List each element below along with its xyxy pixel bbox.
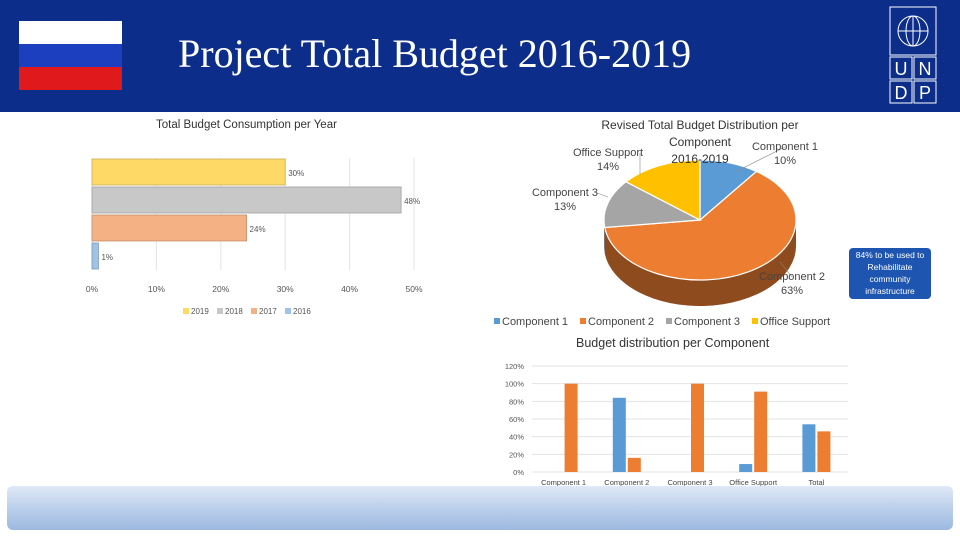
- pie-legend-swatch-component-3: [666, 318, 672, 324]
- undp-logo: U N D P: [889, 6, 937, 104]
- pie-leader-component-2: [779, 261, 793, 278]
- legend-swatch-2018: [217, 308, 223, 314]
- x-category-label-total: Total: [808, 478, 824, 487]
- legend-label-2019: 2019: [191, 307, 209, 316]
- component-bar-chart: 0% 20% 40% 60% 80% 100% 120% Component 1 Compone…: [505, 362, 848, 507]
- undp-emblem-box: [889, 6, 937, 56]
- undp-letter-box-u: [889, 56, 913, 80]
- bar-2017: [91, 214, 247, 242]
- pie-legend-label-component-3: Component 3: [674, 316, 740, 328]
- legend-swatch-2019: [183, 308, 189, 314]
- component-bar-chart-title: Budget distribution per Component: [576, 336, 770, 350]
- pie-label-name-component-3: Component 3: [532, 187, 598, 199]
- bar-capacity-office-support: [754, 391, 768, 472]
- pie-legend-swatch-component-2: [580, 318, 586, 324]
- legend-label-2017: 2017: [259, 307, 277, 316]
- x-tick-label: 20%: [212, 284, 229, 294]
- pie-label-value-component-1: 10%: [774, 155, 796, 167]
- x-category-label-component-1: Component 1: [541, 478, 586, 487]
- pie-side-component-2: [604, 220, 796, 307]
- y-tick-label: 0%: [513, 468, 524, 477]
- bar-label-2019: 30%: [288, 169, 304, 178]
- bar-capacity-component-2: [627, 457, 641, 472]
- x-tick-label: 40%: [341, 284, 358, 294]
- legend-swatch-2016: [285, 308, 291, 314]
- russia-flag: [19, 21, 122, 90]
- y-tick-label: 20%: [509, 450, 524, 459]
- undp-letter-d: D: [895, 83, 908, 103]
- flag-stripe-blue: [19, 44, 122, 67]
- flag-stripe-red: [19, 67, 122, 90]
- pie-legend-label-component-2: Component 2: [588, 316, 654, 328]
- undp-letter-box-d: [889, 80, 913, 104]
- pie-legend-label-office-support: Office Support: [760, 316, 830, 328]
- bar-capacity-component-3: [691, 383, 704, 472]
- pie-legend-label-component-1: Component 1: [502, 316, 568, 328]
- pie-legend-swatch-office-support: [752, 318, 758, 324]
- pie-label-name-component-2: Component 2: [759, 271, 825, 283]
- undp-letter-p: P: [919, 83, 931, 103]
- y-tick-label: 100%: [505, 380, 525, 389]
- bar-2016: [91, 242, 99, 270]
- pie-legend-swatch-component-1: [494, 318, 500, 324]
- legend-label-2018: 2018: [225, 307, 243, 316]
- undp-letter-u: U: [895, 59, 908, 79]
- pie-label-name-office-support: Office Support: [573, 147, 643, 159]
- x-tick-label: 50%: [405, 284, 422, 294]
- slide-title: Project Total Budget 2016-2019: [178, 31, 692, 76]
- pie-leader-component-1: [734, 146, 786, 173]
- pie-leader-component-3: [596, 192, 609, 198]
- pie-title-line-2: Component: [669, 135, 732, 149]
- bar-label-2018: 48%: [404, 197, 420, 206]
- slide-header: Project Total Budget 2016-2019 U N D P: [0, 0, 960, 112]
- bar-label-2016: 1%: [101, 253, 113, 262]
- pie-label-value-component-3: 13%: [554, 201, 576, 213]
- bar-label-2017: 24%: [250, 225, 266, 234]
- pie-slice-component-3: [603, 181, 703, 229]
- bar-2019: [91, 158, 286, 186]
- pie-slice-component-2: [604, 170, 797, 281]
- x-tick-label: 10%: [148, 284, 165, 294]
- x-category-label-office-support: Office Support: [729, 478, 778, 487]
- pie-title-line-1: Revised Total Budget Distribution per: [601, 118, 798, 132]
- component-pie-chart: Revised Total Budget Distribution per Com…: [494, 118, 830, 328]
- infrastructure-note-text: 84% to be used to Rehabilitate community…: [855, 250, 925, 296]
- pie-title-line-3: 2016-2019: [671, 152, 729, 166]
- undp-letter-box-n: [913, 56, 937, 80]
- x-tick-label: 30%: [277, 284, 294, 294]
- pie-slice-office-support: [624, 159, 701, 221]
- legend-swatch-2017: [251, 308, 257, 314]
- y-tick-label: 80%: [509, 397, 524, 406]
- undp-letter-n: N: [919, 59, 932, 79]
- pie-label-name-component-1: Component 1: [752, 141, 818, 153]
- y-tick-label: 40%: [509, 433, 524, 442]
- x-category-label-component-2: Component 2: [604, 478, 649, 487]
- undp-letter-box-p: [913, 80, 937, 104]
- pie-label-value-office-support: 14%: [597, 161, 619, 173]
- bar-infrastructure-office-support: [739, 464, 753, 472]
- bar-infrastructure-component-2: [612, 397, 626, 472]
- infrastructure-note: 84% to be used to Rehabilitate community…: [849, 248, 931, 299]
- yearly-consumption-chart: 0% 10% 20% 30% 40% 50% 30% 48% 24% 1% 2019 2018 2017…: [86, 158, 423, 316]
- x-tick-label: 0%: [86, 284, 99, 294]
- bar-capacity-component-1: [564, 383, 578, 472]
- legend-label-2016: 2016: [293, 307, 311, 316]
- x-category-label-component-3: Component 3: [667, 478, 712, 487]
- bar-capacity-total: [817, 431, 831, 472]
- bar-2018: [91, 186, 402, 214]
- yearly-chart-title: Total Budget Consumption per Year: [156, 119, 337, 131]
- bar-infrastructure-total: [802, 424, 816, 472]
- y-tick-label: 60%: [509, 415, 524, 424]
- y-tick-label: 120%: [505, 362, 525, 371]
- pie-label-value-component-2: 63%: [781, 285, 803, 297]
- flag-stripe-white: [19, 21, 122, 44]
- footer-band: [7, 486, 953, 530]
